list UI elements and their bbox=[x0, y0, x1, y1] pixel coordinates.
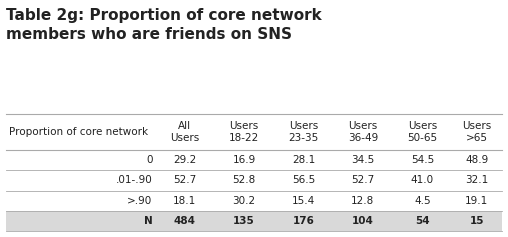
Text: Proportion of core network: Proportion of core network bbox=[9, 127, 148, 137]
Text: 48.9: 48.9 bbox=[465, 155, 488, 165]
Text: 0: 0 bbox=[146, 155, 152, 165]
Text: 30.2: 30.2 bbox=[233, 196, 256, 206]
Text: 135: 135 bbox=[233, 216, 255, 226]
Text: 104: 104 bbox=[352, 216, 374, 226]
Text: 56.5: 56.5 bbox=[292, 175, 315, 185]
Text: All
Users: All Users bbox=[170, 121, 199, 143]
Text: 484: 484 bbox=[174, 216, 196, 226]
Text: 19.1: 19.1 bbox=[465, 196, 488, 206]
Text: 52.8: 52.8 bbox=[233, 175, 256, 185]
Text: 15: 15 bbox=[469, 216, 484, 226]
Text: 15.4: 15.4 bbox=[292, 196, 315, 206]
Text: 176: 176 bbox=[293, 216, 314, 226]
Text: 54: 54 bbox=[415, 216, 430, 226]
Text: .01-.90: .01-.90 bbox=[116, 175, 152, 185]
Text: 28.1: 28.1 bbox=[292, 155, 315, 165]
Text: Users
23-35: Users 23-35 bbox=[289, 121, 319, 143]
Text: Table 2g: Proportion of core network
members who are friends on SNS: Table 2g: Proportion of core network mem… bbox=[7, 9, 322, 42]
Text: 16.9: 16.9 bbox=[233, 155, 256, 165]
Text: Users
50-65: Users 50-65 bbox=[407, 121, 437, 143]
Bar bbox=[7, 211, 501, 231]
Text: 34.5: 34.5 bbox=[352, 155, 374, 165]
Text: >.90: >.90 bbox=[127, 196, 152, 206]
Text: Users
36-49: Users 36-49 bbox=[348, 121, 378, 143]
Text: 54.5: 54.5 bbox=[410, 155, 434, 165]
Text: Users
18-22: Users 18-22 bbox=[229, 121, 259, 143]
Text: 32.1: 32.1 bbox=[465, 175, 488, 185]
Text: N: N bbox=[144, 216, 152, 226]
Text: Users
>65: Users >65 bbox=[462, 121, 491, 143]
Text: 12.8: 12.8 bbox=[352, 196, 374, 206]
Text: 52.7: 52.7 bbox=[173, 175, 196, 185]
Text: 41.0: 41.0 bbox=[411, 175, 434, 185]
Text: 29.2: 29.2 bbox=[173, 155, 196, 165]
Text: 18.1: 18.1 bbox=[173, 196, 196, 206]
Text: 52.7: 52.7 bbox=[352, 175, 374, 185]
Text: 4.5: 4.5 bbox=[414, 196, 431, 206]
